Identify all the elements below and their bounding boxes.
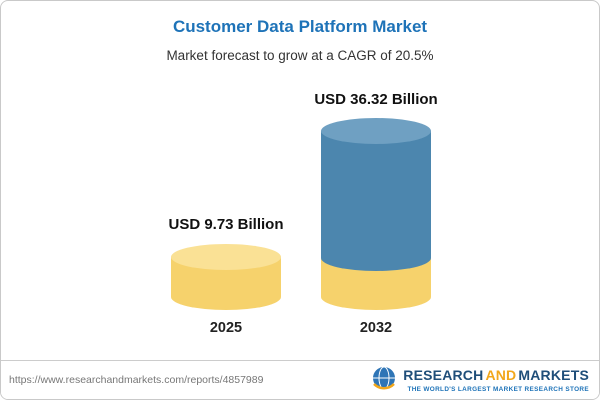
research-and-markets-logo: RESEARCH AND MARKETS THE WORLD'S LARGEST M… xyxy=(371,365,589,396)
logo-wordmark: RESEARCH AND MARKETS xyxy=(403,367,589,383)
logo-tagline: THE WORLD'S LARGEST MARKET RESEARCH STOR… xyxy=(407,386,589,393)
bar-value-label-2032: USD 36.32 Billion xyxy=(314,91,438,108)
bar-2032-top-ellipse xyxy=(321,118,431,144)
logo-text-block: RESEARCH AND MARKETS THE WORLD'S LARGEST M… xyxy=(403,367,589,393)
report-url-link[interactable]: https://www.researchandmarkets.com/repor… xyxy=(9,374,264,386)
bar-2025-top-ellipse xyxy=(171,244,281,270)
logo-word-and: AND xyxy=(485,367,517,383)
x-axis-label-2025: 2025 xyxy=(209,320,243,336)
bar-2032-body xyxy=(321,131,431,271)
bar-2032 xyxy=(321,118,431,310)
footer-bar: https://www.researchandmarkets.com/repor… xyxy=(1,360,599,399)
chart-title: Customer Data Platform Market xyxy=(172,17,428,36)
logo-word-markets: MARKETS xyxy=(518,367,589,383)
x-axis-label-2032: 2032 xyxy=(359,320,393,336)
bar-value-label-2025: USD 9.73 Billion xyxy=(168,216,284,233)
logo-word-research: RESEARCH xyxy=(403,367,484,383)
chart-subtitle: Market forecast to grow at a CAGR of 20.… xyxy=(166,48,434,63)
globe-icon xyxy=(371,365,397,396)
bar-2025 xyxy=(171,244,281,310)
